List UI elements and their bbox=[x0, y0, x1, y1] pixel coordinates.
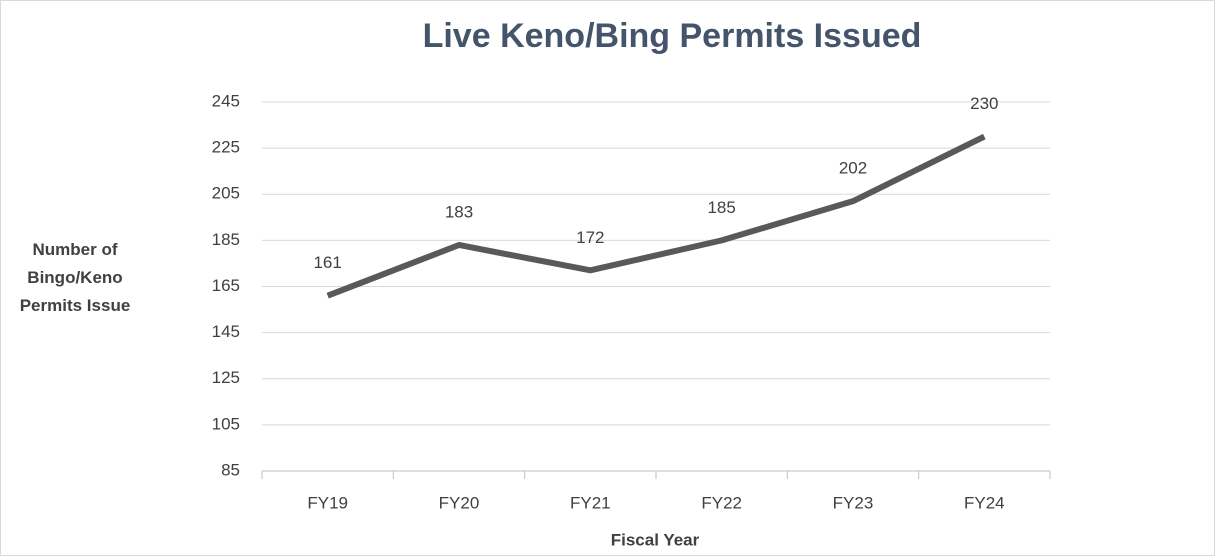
x-tick-label: FY19 bbox=[307, 493, 348, 512]
data-label: 183 bbox=[445, 202, 473, 221]
x-tick-label: FY24 bbox=[964, 493, 1005, 512]
data-label: 172 bbox=[576, 228, 604, 247]
data-label: 185 bbox=[707, 198, 735, 217]
x-tick-label: FY20 bbox=[439, 493, 480, 512]
data-label: 230 bbox=[970, 94, 998, 113]
y-axis-label: Number of Bingo/Keno Permits Issue bbox=[19, 240, 131, 315]
y-tick-label: 165 bbox=[212, 276, 240, 295]
y-tick-label: 185 bbox=[212, 230, 240, 249]
chart-title: Live Keno/Bing Permits Issued bbox=[423, 17, 922, 55]
data-line bbox=[326, 133, 986, 299]
y-tick-label: 85 bbox=[221, 460, 240, 479]
y-tick-label: 145 bbox=[212, 322, 240, 341]
y-tick-label: 245 bbox=[212, 91, 240, 110]
x-tick-label: FY21 bbox=[570, 493, 611, 512]
y-tick-label: 105 bbox=[212, 414, 240, 433]
x-axis-label: Fiscal Year bbox=[611, 530, 700, 549]
y-tick-label: 225 bbox=[212, 138, 240, 157]
x-tick-label: FY23 bbox=[833, 493, 874, 512]
x-tick-label: FY22 bbox=[701, 493, 742, 512]
y-tick-label: 205 bbox=[212, 184, 240, 203]
data-label: 161 bbox=[313, 253, 341, 272]
data-label: 202 bbox=[839, 159, 867, 178]
y-tick-label: 125 bbox=[212, 368, 240, 387]
